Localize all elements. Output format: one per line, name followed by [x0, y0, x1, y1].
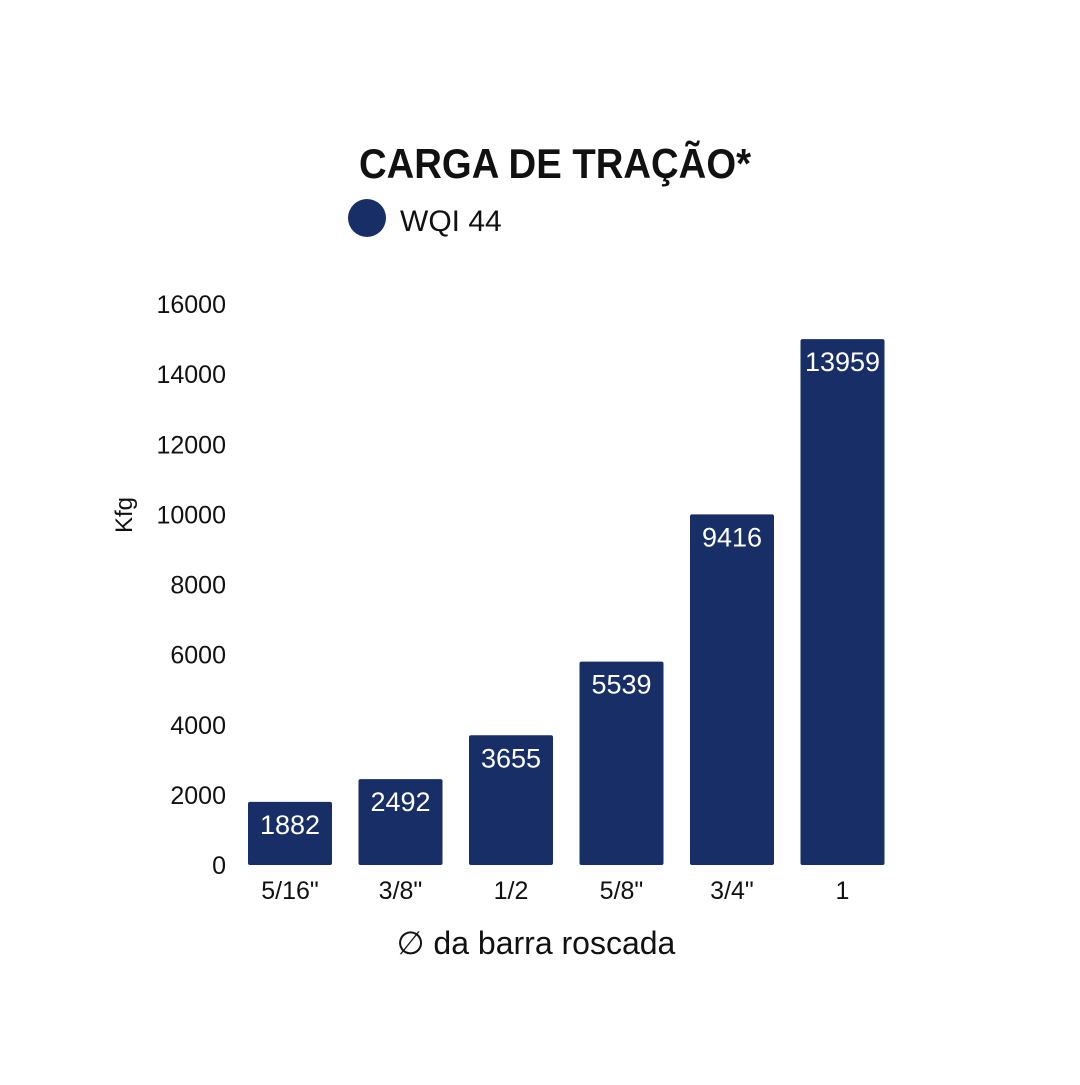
bar-value-label: 1882 [260, 810, 320, 840]
y-tick-label: 16000 [156, 291, 226, 319]
y-tick-label: 14000 [156, 361, 226, 389]
bar [800, 339, 885, 865]
x-tick-label: 1 [836, 877, 850, 905]
y-axis-label: Kfg [111, 497, 138, 533]
y-tick-label: 2000 [170, 782, 226, 810]
y-tick-label: 0 [212, 852, 226, 880]
x-tick-label: 5/8" [600, 877, 644, 905]
x-axis-label: ∅ da barra roscada [397, 925, 676, 961]
x-axis-ticks: 5/16" 3/8" 1/2 5/8" 3/4" 1 [261, 877, 849, 905]
y-tick-label: 4000 [170, 712, 226, 740]
bar [579, 661, 664, 865]
chart-title: CARGA DE TRAÇÃO* [359, 140, 752, 187]
y-tick-label: 6000 [170, 642, 226, 670]
legend: WQI 44 [348, 199, 502, 238]
x-tick-label: 1/2 [494, 877, 529, 905]
bar-value-label: 9416 [702, 522, 762, 552]
bar [358, 779, 443, 865]
bar-value-label: 13959 [805, 347, 880, 377]
legend-label: WQI 44 [400, 205, 502, 238]
y-tick-label: 12000 [156, 431, 226, 459]
bar [248, 801, 332, 865]
y-tick-label: 8000 [170, 572, 226, 600]
y-tick-label: 10000 [156, 501, 226, 529]
bar-data-labels: 1882 2492 3655 5539 9416 13959 [260, 347, 880, 840]
bar [690, 514, 774, 865]
x-tick-label: 5/16" [261, 877, 319, 905]
x-tick-label: 3/8" [379, 877, 423, 905]
bar-series [248, 339, 885, 865]
legend-swatch [348, 199, 386, 237]
bar-value-label: 5539 [591, 670, 651, 700]
y-axis-ticks: 0 2000 4000 6000 8000 10000 12000 14000 16000 [156, 291, 226, 880]
x-tick-label: 3/4" [710, 877, 754, 905]
bar [469, 735, 553, 865]
bar-value-label: 3655 [481, 743, 541, 773]
bar-value-label: 2492 [370, 787, 430, 817]
